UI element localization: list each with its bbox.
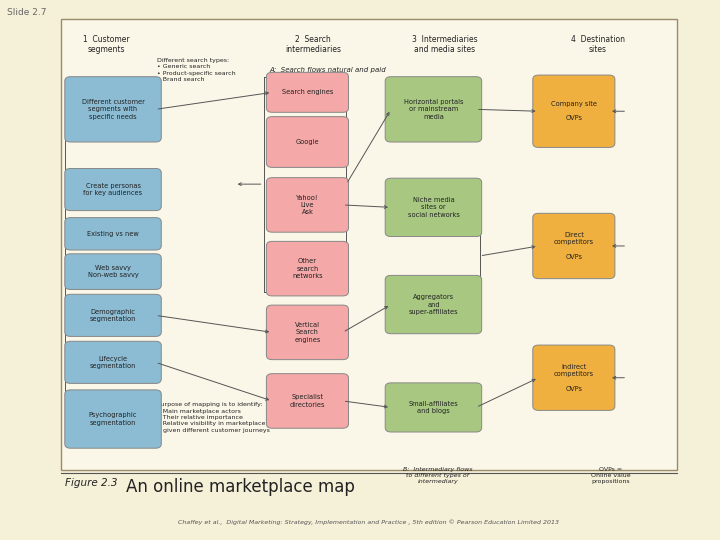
FancyBboxPatch shape — [533, 345, 615, 410]
FancyBboxPatch shape — [266, 305, 348, 360]
Text: Demographic
segmentation: Demographic segmentation — [90, 309, 136, 322]
Text: 3  Intermediaries
and media sites: 3 Intermediaries and media sites — [412, 35, 478, 55]
Text: 4  Destination
sites: 4 Destination sites — [571, 35, 625, 55]
FancyBboxPatch shape — [65, 294, 161, 336]
Text: Aggregators
and
super-affiliates: Aggregators and super-affiliates — [409, 294, 458, 315]
FancyBboxPatch shape — [65, 168, 161, 211]
Text: Different customer
segments with
specific needs: Different customer segments with specifi… — [81, 99, 145, 119]
Text: Create personas
for key audiences: Create personas for key audiences — [84, 183, 143, 196]
FancyBboxPatch shape — [385, 178, 482, 237]
Text: Niche media
sites or
social networks: Niche media sites or social networks — [408, 197, 459, 218]
Text: Direct
competitors

OVPs: Direct competitors OVPs — [554, 232, 594, 260]
FancyBboxPatch shape — [266, 178, 348, 232]
Text: A:  Search flows natural and paid: A: Search flows natural and paid — [269, 66, 386, 72]
FancyBboxPatch shape — [385, 275, 482, 334]
Text: Figure 2.3: Figure 2.3 — [65, 478, 117, 488]
FancyBboxPatch shape — [266, 72, 348, 112]
FancyBboxPatch shape — [266, 241, 348, 296]
Text: Web savvy
Non-web savvy: Web savvy Non-web savvy — [88, 265, 138, 278]
Text: Chaffey et al.,  Digital Marketing: Strategy, Implementation and Practice , 5th : Chaffey et al., Digital Marketing: Strat… — [178, 519, 559, 525]
FancyBboxPatch shape — [65, 254, 161, 289]
Text: 2  Search
intermediaries: 2 Search intermediaries — [285, 35, 341, 55]
FancyBboxPatch shape — [65, 77, 161, 142]
Text: Small-affiliates
and blogs: Small-affiliates and blogs — [408, 401, 459, 414]
Text: 1  Customer
segments: 1 Customer segments — [84, 35, 130, 55]
Text: Specialist
directories: Specialist directories — [289, 394, 325, 408]
Text: Google: Google — [296, 139, 319, 145]
Text: OVPs =
Online value
propositions: OVPs = Online value propositions — [590, 467, 631, 484]
Text: Indirect
competitors

OVPs: Indirect competitors OVPs — [554, 364, 594, 392]
Text: Search engines: Search engines — [282, 89, 333, 96]
FancyBboxPatch shape — [65, 218, 161, 250]
Text: Lifecycle
segmentation: Lifecycle segmentation — [90, 356, 136, 369]
FancyBboxPatch shape — [385, 383, 482, 432]
Text: Other
search
networks: Other search networks — [292, 259, 323, 279]
Text: Different search types:
• Generic search
• Product-specific search
• Brand searc: Different search types: • Generic search… — [157, 58, 235, 82]
FancyBboxPatch shape — [385, 77, 482, 142]
Text: Horizontal portals
or mainstream
media: Horizontal portals or mainstream media — [404, 99, 463, 119]
FancyBboxPatch shape — [65, 341, 161, 383]
Text: An online marketplace map: An online marketplace map — [126, 478, 355, 496]
Text: Yahoo!
Live
Ask: Yahoo! Live Ask — [296, 195, 319, 215]
Text: B:  Intermediary flows
to different types of
intermediary: B: Intermediary flows to different types… — [403, 467, 472, 484]
Text: Purpose of mapping is to identify:
• Main marketplace actors
• Their relative im: Purpose of mapping is to identify: • Mai… — [157, 402, 270, 433]
FancyBboxPatch shape — [266, 374, 348, 428]
Text: Company site

OVPs: Company site OVPs — [551, 101, 597, 122]
Text: Vertical
Search
engines: Vertical Search engines — [294, 322, 320, 342]
FancyBboxPatch shape — [533, 75, 615, 147]
Text: Existing vs new: Existing vs new — [87, 231, 139, 237]
FancyBboxPatch shape — [61, 19, 677, 470]
FancyBboxPatch shape — [65, 390, 161, 448]
Text: Psychographic
segmentation: Psychographic segmentation — [89, 413, 138, 426]
Text: Slide 2.7: Slide 2.7 — [7, 8, 47, 17]
FancyBboxPatch shape — [533, 213, 615, 279]
FancyBboxPatch shape — [266, 117, 348, 167]
